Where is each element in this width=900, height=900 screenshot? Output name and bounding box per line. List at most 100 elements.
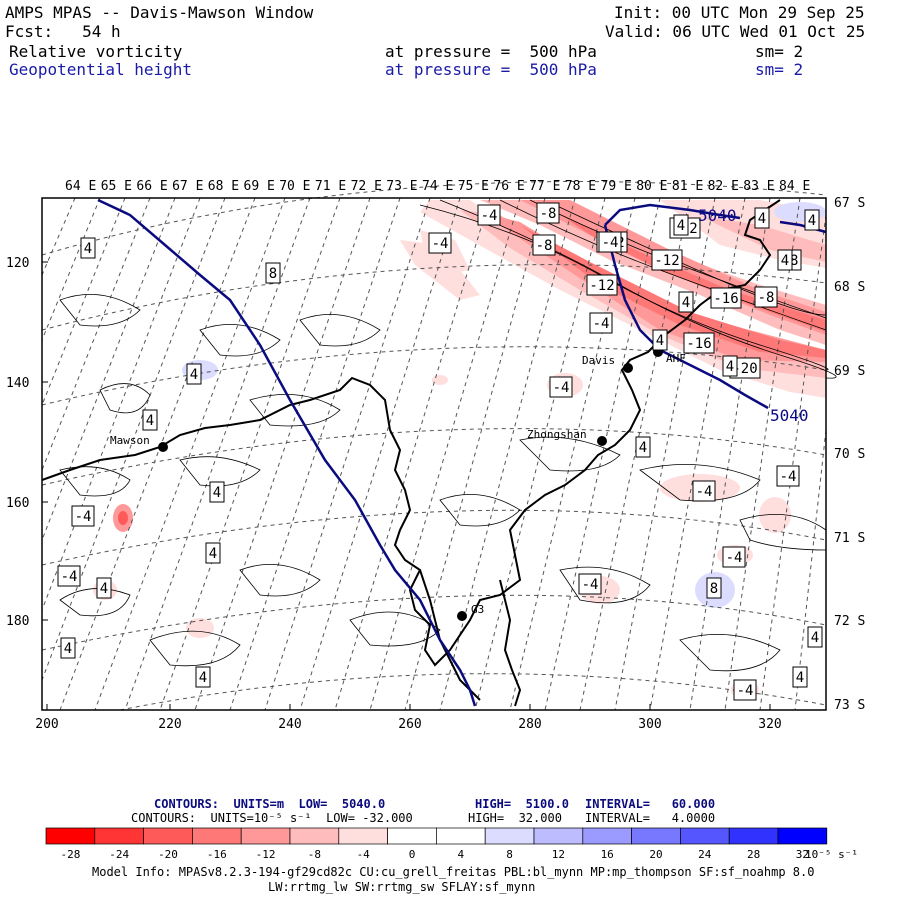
lon-label: 74 E (422, 179, 453, 194)
vorticity-label: -8 (754, 286, 778, 308)
colorbar-cell (631, 827, 681, 845)
colorbar-tick: -4 (357, 848, 371, 861)
colorbar-cell (143, 827, 193, 845)
station-davis: Davis (582, 354, 616, 367)
x-tick-label: 240 (278, 717, 301, 732)
vorticity-label: -4 (692, 480, 716, 502)
colorbar-cell (728, 827, 779, 845)
station-g3: G3 (471, 603, 485, 616)
vorticity-label: 8 (265, 262, 281, 284)
field-1-level: at pressure = 500 hPa (385, 42, 597, 61)
svg-text:4: 4 (190, 367, 198, 383)
lon-label: 79 E (601, 179, 632, 194)
colorbar-tick: -28 (60, 848, 80, 861)
vorticity-label: 4 (792, 666, 808, 688)
colorbar-cell (94, 827, 144, 845)
colorbar-tick: 12 (552, 848, 565, 861)
svg-text:4: 4 (677, 218, 685, 234)
vorticity-label: 4 (754, 207, 770, 229)
lon-label: 67 E (172, 179, 203, 194)
vorticity-label: -4 (549, 376, 573, 398)
lon-label: 65 E (101, 179, 132, 194)
legend-height-interval: INTERVAL= 60.000 (585, 797, 716, 811)
field-1-name: Relative vorticity (9, 42, 183, 61)
svg-text:-12: -12 (589, 278, 614, 294)
x-tick-label: 200 (35, 717, 58, 732)
height-label-2: 5040 (770, 406, 809, 425)
vorticity-labels: -4-8-8-12-12-44-12-16-8-4-12-16-20-4-844… (57, 202, 823, 701)
svg-text:-16: -16 (713, 291, 738, 307)
svg-text:4: 4 (808, 213, 816, 229)
colorbar-unit: 10⁻⁵ s⁻¹ (805, 848, 858, 861)
svg-text:8: 8 (269, 266, 277, 282)
valid-time: Valid: 06 UTC Wed 01 Oct 25 (605, 22, 866, 41)
colorbar-tick: -16 (207, 848, 227, 861)
vorticity-label: -4 (733, 679, 757, 701)
vorticity-label: -4 (428, 232, 452, 254)
field-2-level: at pressure = 500 hPa (385, 60, 597, 79)
mawson-dot (158, 442, 168, 452)
svg-text:-8: -8 (536, 238, 553, 254)
colorbar-tick: -20 (158, 848, 178, 861)
colorbar-tick: -8 (308, 848, 321, 861)
colorbar-tick: 32 (796, 848, 809, 861)
height-label-1: 5040 (698, 206, 737, 225)
field-2-name: Geopotential height (9, 60, 193, 79)
svg-text:4: 4 (84, 241, 92, 257)
lat-label: 71 S (834, 531, 865, 546)
vorticity-label: -4 (57, 565, 81, 587)
legend-height-high: HIGH= 5100.0 (475, 797, 569, 811)
lon-label: 78 E (565, 179, 596, 194)
vorticity-label: 4 (142, 409, 158, 431)
plot-title: AMPS MPAS -- Davis-Mawson Window (5, 3, 314, 22)
y-tick-label: 140 (6, 376, 29, 391)
vorticity-label: 4 (209, 481, 225, 503)
svg-text:4: 4 (64, 641, 72, 657)
lon-label: 80 E (636, 179, 667, 194)
x-tick-label: 300 (638, 717, 661, 732)
davis-dot (623, 363, 633, 373)
vorticity-label: 8 (706, 577, 722, 599)
lon-label: 72 E (351, 179, 382, 194)
x-tick-label: 260 (398, 717, 421, 732)
colorbar-tick: 24 (698, 848, 712, 861)
x-tick-label: 220 (158, 717, 181, 732)
svg-text:-4: -4 (432, 236, 449, 252)
station-mawson: Mawson (110, 434, 150, 447)
y-tick-label: 120 (6, 256, 29, 271)
lon-label: 76 E (493, 179, 524, 194)
svg-text:-4: -4 (481, 208, 498, 224)
vorticity-label: 4 (673, 214, 689, 236)
vorticity-label: 4 (60, 637, 76, 659)
lat-label: 72 S (834, 614, 865, 629)
svg-text:4: 4 (639, 440, 647, 456)
vorticity-label: 4 (678, 291, 694, 313)
vorticity-label: -8 (532, 234, 556, 256)
vorticity-label: -4 (722, 546, 746, 568)
svg-text:-4: -4 (737, 683, 754, 699)
lon-label: 77 E (529, 179, 560, 194)
svg-text:-4: -4 (553, 380, 570, 396)
vorticity-label: -4 (71, 505, 95, 527)
legend-vort-contours: CONTOURS: UNITS=10⁻⁵ s⁻¹ LOW= -32.000 (131, 811, 413, 825)
model-info-line-1: Model Info: MPASv8.2.3-194-gf29cd82c CU:… (92, 865, 815, 879)
svg-text:4: 4 (100, 581, 108, 597)
lon-label: 81 E (672, 179, 703, 194)
vorticity-label: -16 (683, 332, 715, 354)
lon-label: 75 E (458, 179, 489, 194)
lon-label: 64 E (65, 179, 96, 194)
colorbar-cell (533, 827, 584, 845)
lon-label: 73 E (386, 179, 417, 194)
svg-text:4: 4 (199, 670, 207, 686)
vorticity-label: -4 (578, 573, 602, 595)
lon-label: 71 E (315, 179, 346, 194)
svg-text:4: 4 (146, 413, 154, 429)
svg-text:4: 4 (726, 359, 734, 375)
svg-text:-16: -16 (686, 336, 711, 352)
svg-text:-4: -4 (696, 484, 713, 500)
vorticity-label: 4 (777, 249, 793, 271)
lat-label: 73 S (834, 698, 865, 713)
colorbar-tick: 8 (506, 848, 513, 861)
lon-label: 83 E (743, 179, 774, 194)
